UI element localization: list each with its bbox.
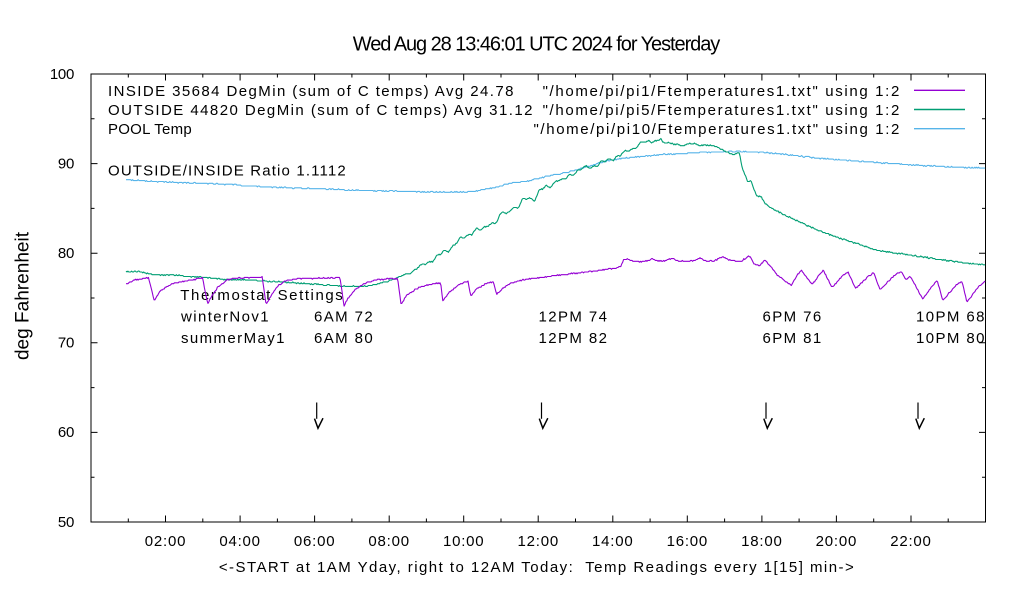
svg-text:<-START at 1AM Yday, right to: <-START at 1AM Yday, right to 12AM Today… <box>219 559 855 576</box>
svg-text:"/home/pi/pi5/Ftemperatures1.t: "/home/pi/pi5/Ftemperatures1.txt" using … <box>543 102 901 119</box>
svg-text:Wed Aug 28 13:46:01 UTC 2024 f: Wed Aug 28 13:46:01 UTC 2024 for Yesterd… <box>353 34 721 56</box>
svg-text:70: 70 <box>58 335 74 352</box>
svg-text:12:00: 12:00 <box>518 533 560 550</box>
svg-text:50: 50 <box>58 514 74 531</box>
svg-text:"/home/pi/pi1/Ftemperatures1.t: "/home/pi/pi1/Ftemperatures1.txt" using … <box>543 83 901 100</box>
svg-text:10:00: 10:00 <box>443 533 485 550</box>
svg-text:Thermostat Settings: Thermostat Settings <box>180 287 344 304</box>
svg-text:14:00: 14:00 <box>592 533 634 550</box>
svg-text:summerMay1: summerMay1 <box>181 330 286 347</box>
svg-text:6PM 76: 6PM 76 <box>763 309 823 326</box>
svg-text:06:00: 06:00 <box>294 533 336 550</box>
svg-text:20:00: 20:00 <box>816 533 858 550</box>
svg-text:POOL Temp: POOL Temp <box>108 121 192 138</box>
svg-text:02:00: 02:00 <box>145 533 187 550</box>
svg-text:OUTSIDE 44820 DegMin (sum of C: OUTSIDE 44820 DegMin (sum of C temps) Av… <box>108 102 534 119</box>
svg-text:16:00: 16:00 <box>667 533 709 550</box>
svg-text:08:00: 08:00 <box>368 533 410 550</box>
svg-text:winterNov1: winterNov1 <box>180 309 270 326</box>
svg-text:"/home/pi/pi10/Ftemperatures1.: "/home/pi/pi10/Ftemperatures1.txt" using… <box>533 121 901 138</box>
svg-text:22:00: 22:00 <box>890 533 932 550</box>
svg-text:6AM 72: 6AM 72 <box>314 309 374 326</box>
svg-text:10PM 80: 10PM 80 <box>916 330 986 347</box>
svg-text:deg Fahrenheit: deg Fahrenheit <box>13 231 34 360</box>
svg-text:60: 60 <box>58 424 74 441</box>
svg-text:12PM 82: 12PM 82 <box>539 330 609 347</box>
svg-text:90: 90 <box>58 155 74 172</box>
svg-text:INSIDE 35684 DegMin (sum of C: INSIDE 35684 DegMin (sum of C temps) Avg… <box>108 83 515 100</box>
svg-text:10PM 68: 10PM 68 <box>916 309 986 326</box>
svg-text:12PM 74: 12PM 74 <box>539 309 609 326</box>
svg-text:6AM 80: 6AM 80 <box>314 330 374 347</box>
svg-text:80: 80 <box>58 245 74 262</box>
svg-text:100: 100 <box>50 66 74 83</box>
svg-text:6PM 81: 6PM 81 <box>763 330 823 347</box>
svg-text:OUTSIDE/INSIDE Ratio 1.1112: OUTSIDE/INSIDE Ratio 1.1112 <box>108 163 347 180</box>
svg-text:04:00: 04:00 <box>219 533 261 550</box>
svg-text:18:00: 18:00 <box>741 533 783 550</box>
